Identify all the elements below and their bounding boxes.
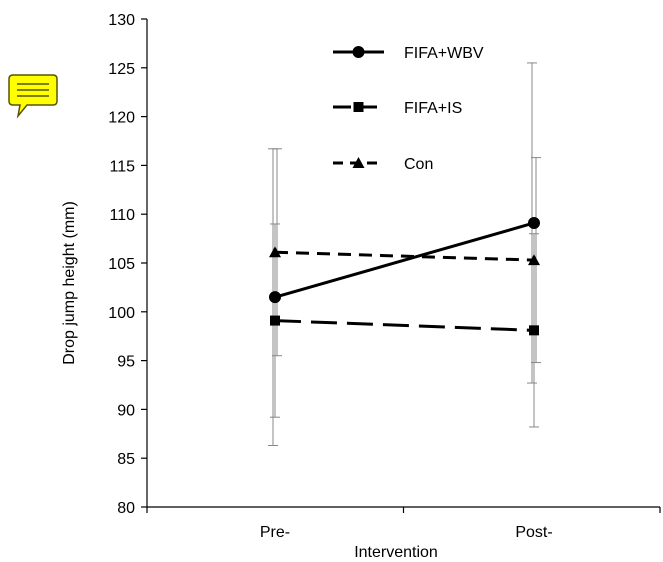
data-point [529,325,539,336]
series-line [274,250,535,262]
data-point [528,254,540,266]
legend-label: FIFA+IS [404,100,462,117]
legend-label: Con [404,156,433,173]
y-tick-label: 115 [109,158,135,175]
legend-marker [352,46,365,58]
x-tick-label: Post- [515,524,552,541]
y-tick-label: 85 [117,451,135,468]
data-point [528,216,540,229]
y-tick-label: 105 [108,256,135,273]
y-axis-title: Drop jump height (mm) [61,201,78,365]
series-line [274,221,535,299]
data-point [269,291,281,304]
data-point [270,315,280,326]
legend-marker [353,102,364,112]
y-tick-label: 80 [117,500,135,517]
y-tick-label: 130 [108,12,135,29]
legend-label: FIFA+WBV [404,45,484,62]
legend-marker [352,157,365,168]
y-tick-label: 100 [108,305,135,322]
y-tick-label: 110 [109,207,135,224]
y-tick-label: 125 [108,61,135,78]
x-tick-label: Pre- [260,524,290,541]
y-tick-label: 95 [117,354,135,371]
x-axis-title: Intervention [354,544,438,561]
data-point [269,246,281,258]
y-tick-label: 90 [117,402,135,419]
series-line [274,319,535,332]
comment-icon[interactable] [8,74,58,119]
y-tick-label: 120 [108,110,135,127]
